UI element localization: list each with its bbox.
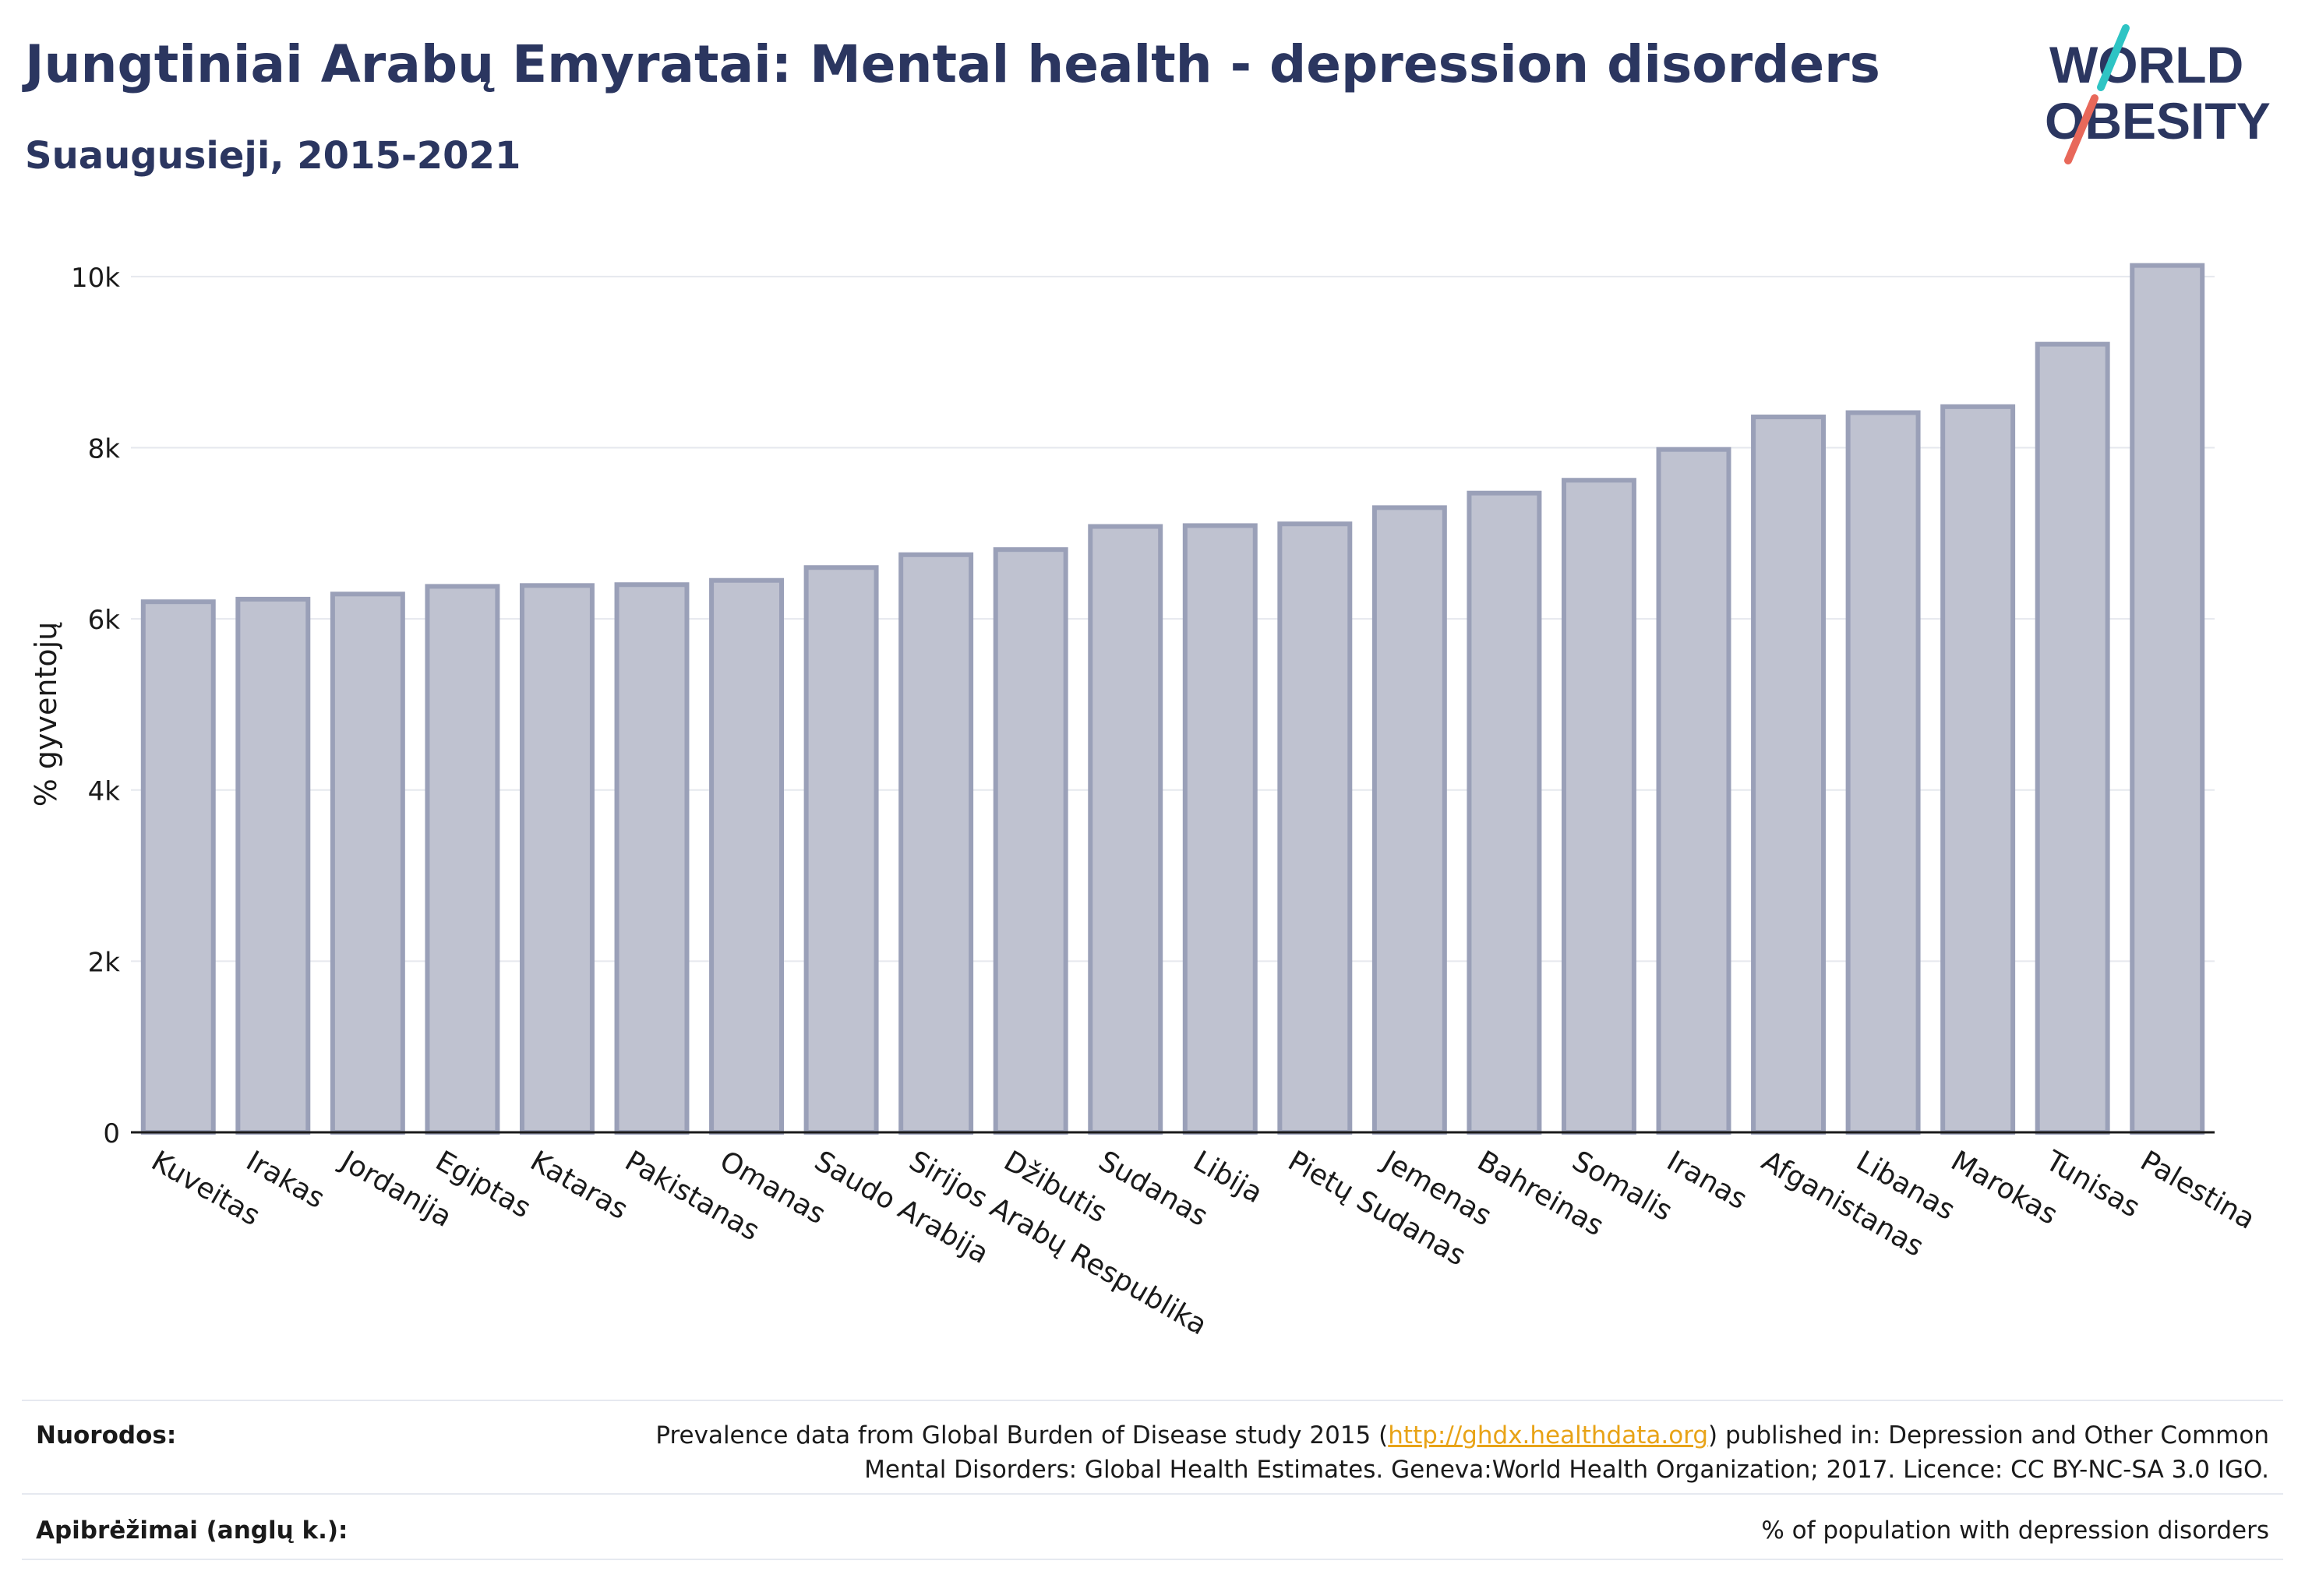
logo-slash-teal-icon (2097, 24, 2130, 91)
bar[interactable] (1277, 521, 1353, 1135)
x-tick-label: Kataras (524, 1145, 633, 1226)
y-axis-ticks: 0 2k 4k 6k 8k 10k (71, 263, 120, 1149)
bar[interactable] (709, 577, 785, 1135)
bar[interactable] (1088, 524, 1163, 1135)
sources-text-before: Prevalence data from Global Burden of Di… (655, 1421, 1389, 1449)
y-tick-label: 6k (88, 605, 121, 636)
bar[interactable] (330, 591, 405, 1135)
logo-slash-red-icon (2064, 94, 2099, 164)
y-axis-label: % gyventojų (29, 622, 63, 807)
bar[interactable] (1656, 447, 1731, 1135)
definitions-text: % of population with depression disorder… (1761, 1517, 2269, 1545)
x-tick-label: Palestina (2135, 1145, 2261, 1236)
sources-text-after: ) published in: Depression and Other Com… (1708, 1421, 2269, 1449)
bar[interactable] (1182, 523, 1258, 1135)
sources-text: Prevalence data from Global Burden of Di… (655, 1418, 2269, 1487)
world-obesity-logo: WORLD OBESITY (2045, 24, 2271, 164)
bar[interactable] (519, 583, 595, 1135)
x-tick-label: Marokas (1946, 1145, 2063, 1231)
bar[interactable] (1467, 490, 1542, 1135)
y-tick-label: 8k (88, 434, 121, 465)
bar[interactable] (898, 552, 974, 1135)
bars (140, 263, 2205, 1135)
bar[interactable] (140, 599, 216, 1135)
x-tick-label: Afganistanas (1756, 1145, 1929, 1263)
bar[interactable] (425, 584, 500, 1135)
y-tick-label: 10k (71, 263, 120, 294)
x-tick-label: Iranas (1661, 1145, 1753, 1216)
bar[interactable] (1940, 404, 2016, 1135)
footer-bottom-rule (22, 1559, 2283, 1560)
sources-text-line2: Mental Disorders: Global Health Estimate… (864, 1456, 2269, 1484)
bar[interactable] (1561, 478, 1636, 1135)
sources-label: Nuorodos: (36, 1421, 177, 1449)
y-tick-label: 4k (88, 776, 121, 807)
y-tick-label: 0 (103, 1118, 120, 1149)
bar[interactable] (1845, 410, 1921, 1135)
bar[interactable] (235, 596, 311, 1135)
bar[interactable] (1751, 414, 1827, 1135)
bar[interactable] (803, 565, 879, 1135)
x-tick-label: Kuveitas (146, 1145, 265, 1232)
page-subtitle: Suaugusieji, 2015-2021 (25, 134, 521, 178)
definitions-label: Apibrėžimai (anglų k.): (36, 1517, 348, 1545)
bar[interactable] (1371, 505, 1447, 1135)
page-title: Jungtiniai Arabų Emyratai: Mental health… (25, 34, 1880, 94)
bar[interactable] (2130, 263, 2205, 1135)
bar[interactable] (993, 547, 1068, 1135)
footer-definitions-row: Apibrėžimai (anglų k.): % of population … (22, 1493, 2283, 1560)
logo-line1: WORLD (2049, 36, 2243, 94)
sources-link[interactable]: http://ghdx.healthdata.org (1388, 1421, 1709, 1449)
bar[interactable] (614, 582, 690, 1135)
x-tick-label: Sudanas (1093, 1145, 1213, 1233)
y-tick-label: 2k (88, 947, 121, 978)
bar[interactable] (2035, 341, 2110, 1135)
footer-sources-row: Nuorodos: Prevalence data from Global Bu… (22, 1400, 2283, 1495)
